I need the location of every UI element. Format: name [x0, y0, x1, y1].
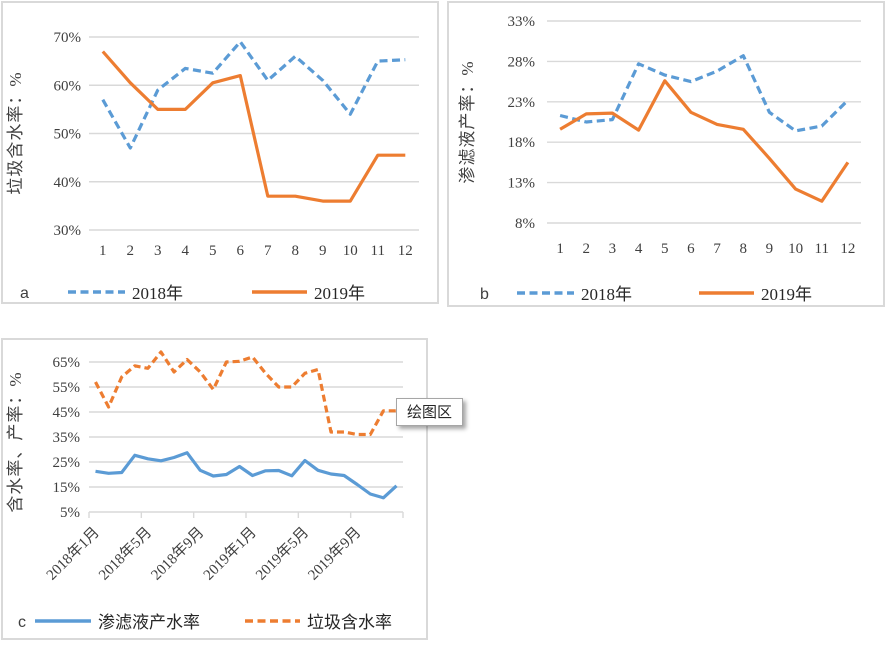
legend-label[interactable]: 2019年 [761, 285, 812, 304]
series-line-渗滤液产水率 [95, 451, 398, 500]
legend-label[interactable]: 2018年 [581, 285, 632, 304]
series-line-2019年 [559, 79, 850, 203]
x-axis-tick-label: 8 [292, 243, 300, 259]
legend-label[interactable]: 2018年 [132, 284, 183, 302]
y-axis-tick-label: 8% [515, 216, 535, 232]
x-axis-tick-label: 5 [661, 241, 669, 257]
y-axis-tick-label: 33% [508, 14, 536, 30]
y-axis-title: 垃圾含水率：% [6, 71, 25, 194]
y-axis-title: 渗滤液产率：% [458, 60, 477, 183]
x-axis-tick-label: 4 [635, 241, 643, 257]
series-line-2019年 [101, 50, 406, 203]
chart-panel-a: 30% 40% 50% 60% 70% 1 2 3 4 5 6 7 8 9 10 11 12 垃圾含水率：% a 20… [1, 1, 439, 304]
x-axis-tick-label: 2018年1月 [43, 524, 103, 584]
x-axis-tick-label: 2019年5月 [252, 524, 312, 584]
x-axis-tick-label: 9 [766, 241, 774, 257]
series-line-2018年 [559, 54, 850, 133]
y-axis-tick-label: 15% [53, 480, 81, 496]
series-line-垃圾含水率 [94, 350, 397, 437]
x-axis-tick-label: 2019年1月 [200, 524, 260, 584]
x-axis-tick-label: 9 [319, 243, 327, 259]
x-axis-tick-label: 3 [154, 243, 162, 259]
x-axis-tick-label: 8 [740, 241, 748, 257]
chart-c-canvas: 5% 15% 25% 35% 45% 55% 65% 2018年1月2018年5月2018年9… [6, 350, 404, 632]
y-axis-tick-label: 45% [53, 405, 81, 421]
chart-b-canvas: 8%13%18%23%28%33%1 2 3 4 5 6 7 8 9 10 11 12渗滤液产率：%b… [458, 14, 861, 304]
y-axis-tick-label: 35% [53, 430, 81, 446]
panel-letter: b [480, 286, 489, 303]
x-axis-tick-label: 2018年9月 [148, 524, 208, 584]
x-axis-tick-label: 11 [815, 241, 829, 257]
x-axis-tick-label: 6 [687, 241, 695, 257]
x-axis-tick-label: 2018年5月 [95, 524, 155, 584]
x-axis-tick-label: 6 [237, 243, 245, 259]
y-axis-tick-label: 55% [53, 380, 81, 396]
x-axis-tick-label: 3 [609, 241, 617, 257]
y-axis-tick-label: 25% [53, 455, 81, 471]
legend-label[interactable]: 2019年 [314, 284, 365, 302]
x-axis-tick-label: 10 [788, 241, 803, 257]
legend-label[interactable]: 渗滤液产水率 [98, 613, 200, 632]
panel-letter: c [18, 614, 26, 631]
y-axis-title: 含水率、产率：% [6, 371, 25, 512]
x-axis-tick-label: 4 [182, 243, 190, 259]
x-axis-tick-label: 2019年9月 [305, 524, 365, 584]
y-axis-tick-label: 60% [54, 78, 82, 94]
y-axis-tick-label: 23% [508, 95, 536, 111]
panel-letter: a [20, 285, 29, 302]
x-axis-tick-label: 2 [583, 241, 591, 257]
x-axis-tick-label: 7 [264, 243, 272, 259]
legend-label[interactable]: 垃圾含水率 [307, 613, 392, 632]
x-axis-tick-label: 11 [371, 243, 385, 259]
x-axis-tick-label: 2 [127, 243, 135, 259]
y-axis-tick-label: 65% [53, 355, 81, 371]
x-axis-tick-label: 10 [343, 243, 358, 259]
x-axis-tick-label: 5 [209, 243, 217, 259]
x-axis-tick-label: 7 [713, 241, 721, 257]
y-axis-tick-label: 28% [508, 54, 536, 70]
x-axis-tick-label: 1 [99, 243, 107, 259]
y-axis-tick-label: 40% [54, 175, 82, 191]
y-axis-tick-label: 30% [54, 223, 82, 239]
y-axis-tick-label: 50% [54, 127, 82, 143]
y-axis-tick-label: 13% [508, 176, 536, 192]
chart-panel-b: 8% 13% 18% 23% 28% 33% 1 2 3 4 5 6 7 8 9 10 11 12 渗滤液产率：% b… [447, 1, 885, 307]
plot-area-tooltip: 绘图区 [396, 398, 464, 426]
x-axis-tick-label: 12 [840, 241, 855, 257]
y-axis-tick-label: 70% [54, 30, 82, 46]
x-axis-tick-label: 1 [556, 241, 564, 257]
chart-panel-c: 5% 15% 25% 35% 45% 55% 65% 2018年1月 2018年5月 2018年9… [1, 338, 428, 640]
y-axis-tick-label: 18% [508, 135, 536, 151]
x-axis-tick-label: 12 [398, 243, 413, 259]
y-axis-tick-label: 5% [60, 505, 80, 521]
